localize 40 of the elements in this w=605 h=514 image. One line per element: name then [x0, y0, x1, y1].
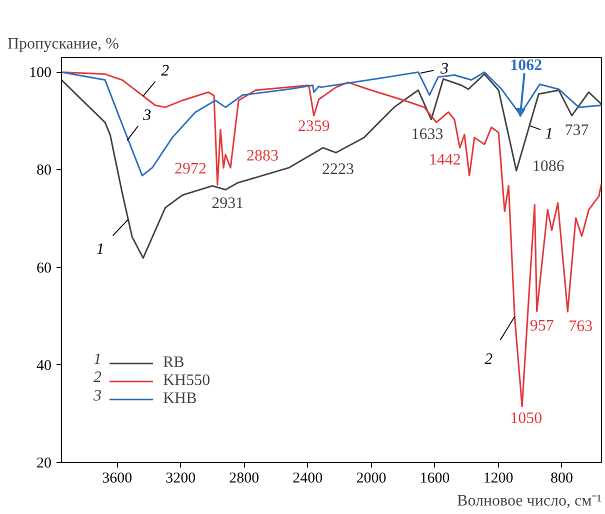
annotation: 3 — [142, 106, 152, 124]
legend-label: KH550 — [163, 372, 210, 390]
legend-label: KHB — [163, 390, 197, 408]
annotation: 2 — [161, 62, 170, 80]
x-tick-label: 2800 — [229, 470, 260, 486]
x-tick-label: 1200 — [483, 470, 514, 486]
x-axis-title: Волновое число, см⁻¹ — [457, 492, 602, 510]
annotation: 763 — [568, 318, 593, 336]
annotation: 1 — [94, 350, 102, 368]
annotation: 1086 — [532, 158, 564, 176]
y-tick-label: 80 — [36, 162, 52, 179]
x-tick-label: 1600 — [420, 470, 450, 486]
annotation: 3 — [92, 387, 102, 404]
annotation: 1 — [96, 241, 104, 258]
y-tick-label: 100 — [29, 65, 52, 82]
x-tick-label: 3600 — [102, 470, 132, 486]
x-tick-label: 2000 — [356, 470, 386, 486]
annotation: 2883 — [246, 147, 278, 164]
annotation: 737 — [564, 122, 589, 140]
annotation: 2 — [94, 369, 102, 386]
annotation: 3 — [439, 60, 448, 78]
annotation: 2359 — [298, 118, 330, 136]
annotation: 1442 — [428, 151, 461, 168]
y-tick-label: 40 — [36, 358, 52, 374]
annotation: 2223 — [322, 161, 354, 178]
annotation: 2972 — [174, 160, 206, 178]
x-tick-label: 3200 — [166, 470, 196, 486]
annotation: 2931 — [212, 195, 244, 212]
x-tick-label: 800 — [550, 470, 574, 486]
y-tick-label: 60 — [36, 260, 52, 276]
x-tick-label: 2400 — [292, 470, 323, 486]
annotation: 1050 — [510, 410, 542, 427]
annotation: 2 — [484, 351, 493, 368]
annotation: 1 — [545, 125, 554, 142]
y-tick-label: 20 — [36, 456, 52, 472]
annotation: 1633 — [411, 126, 444, 143]
annotation: 957 — [530, 318, 554, 335]
legend-label: RB — [163, 354, 184, 372]
annotation: 1062 — [510, 57, 542, 74]
y-axis-title: Пропускание, % — [8, 36, 119, 52]
